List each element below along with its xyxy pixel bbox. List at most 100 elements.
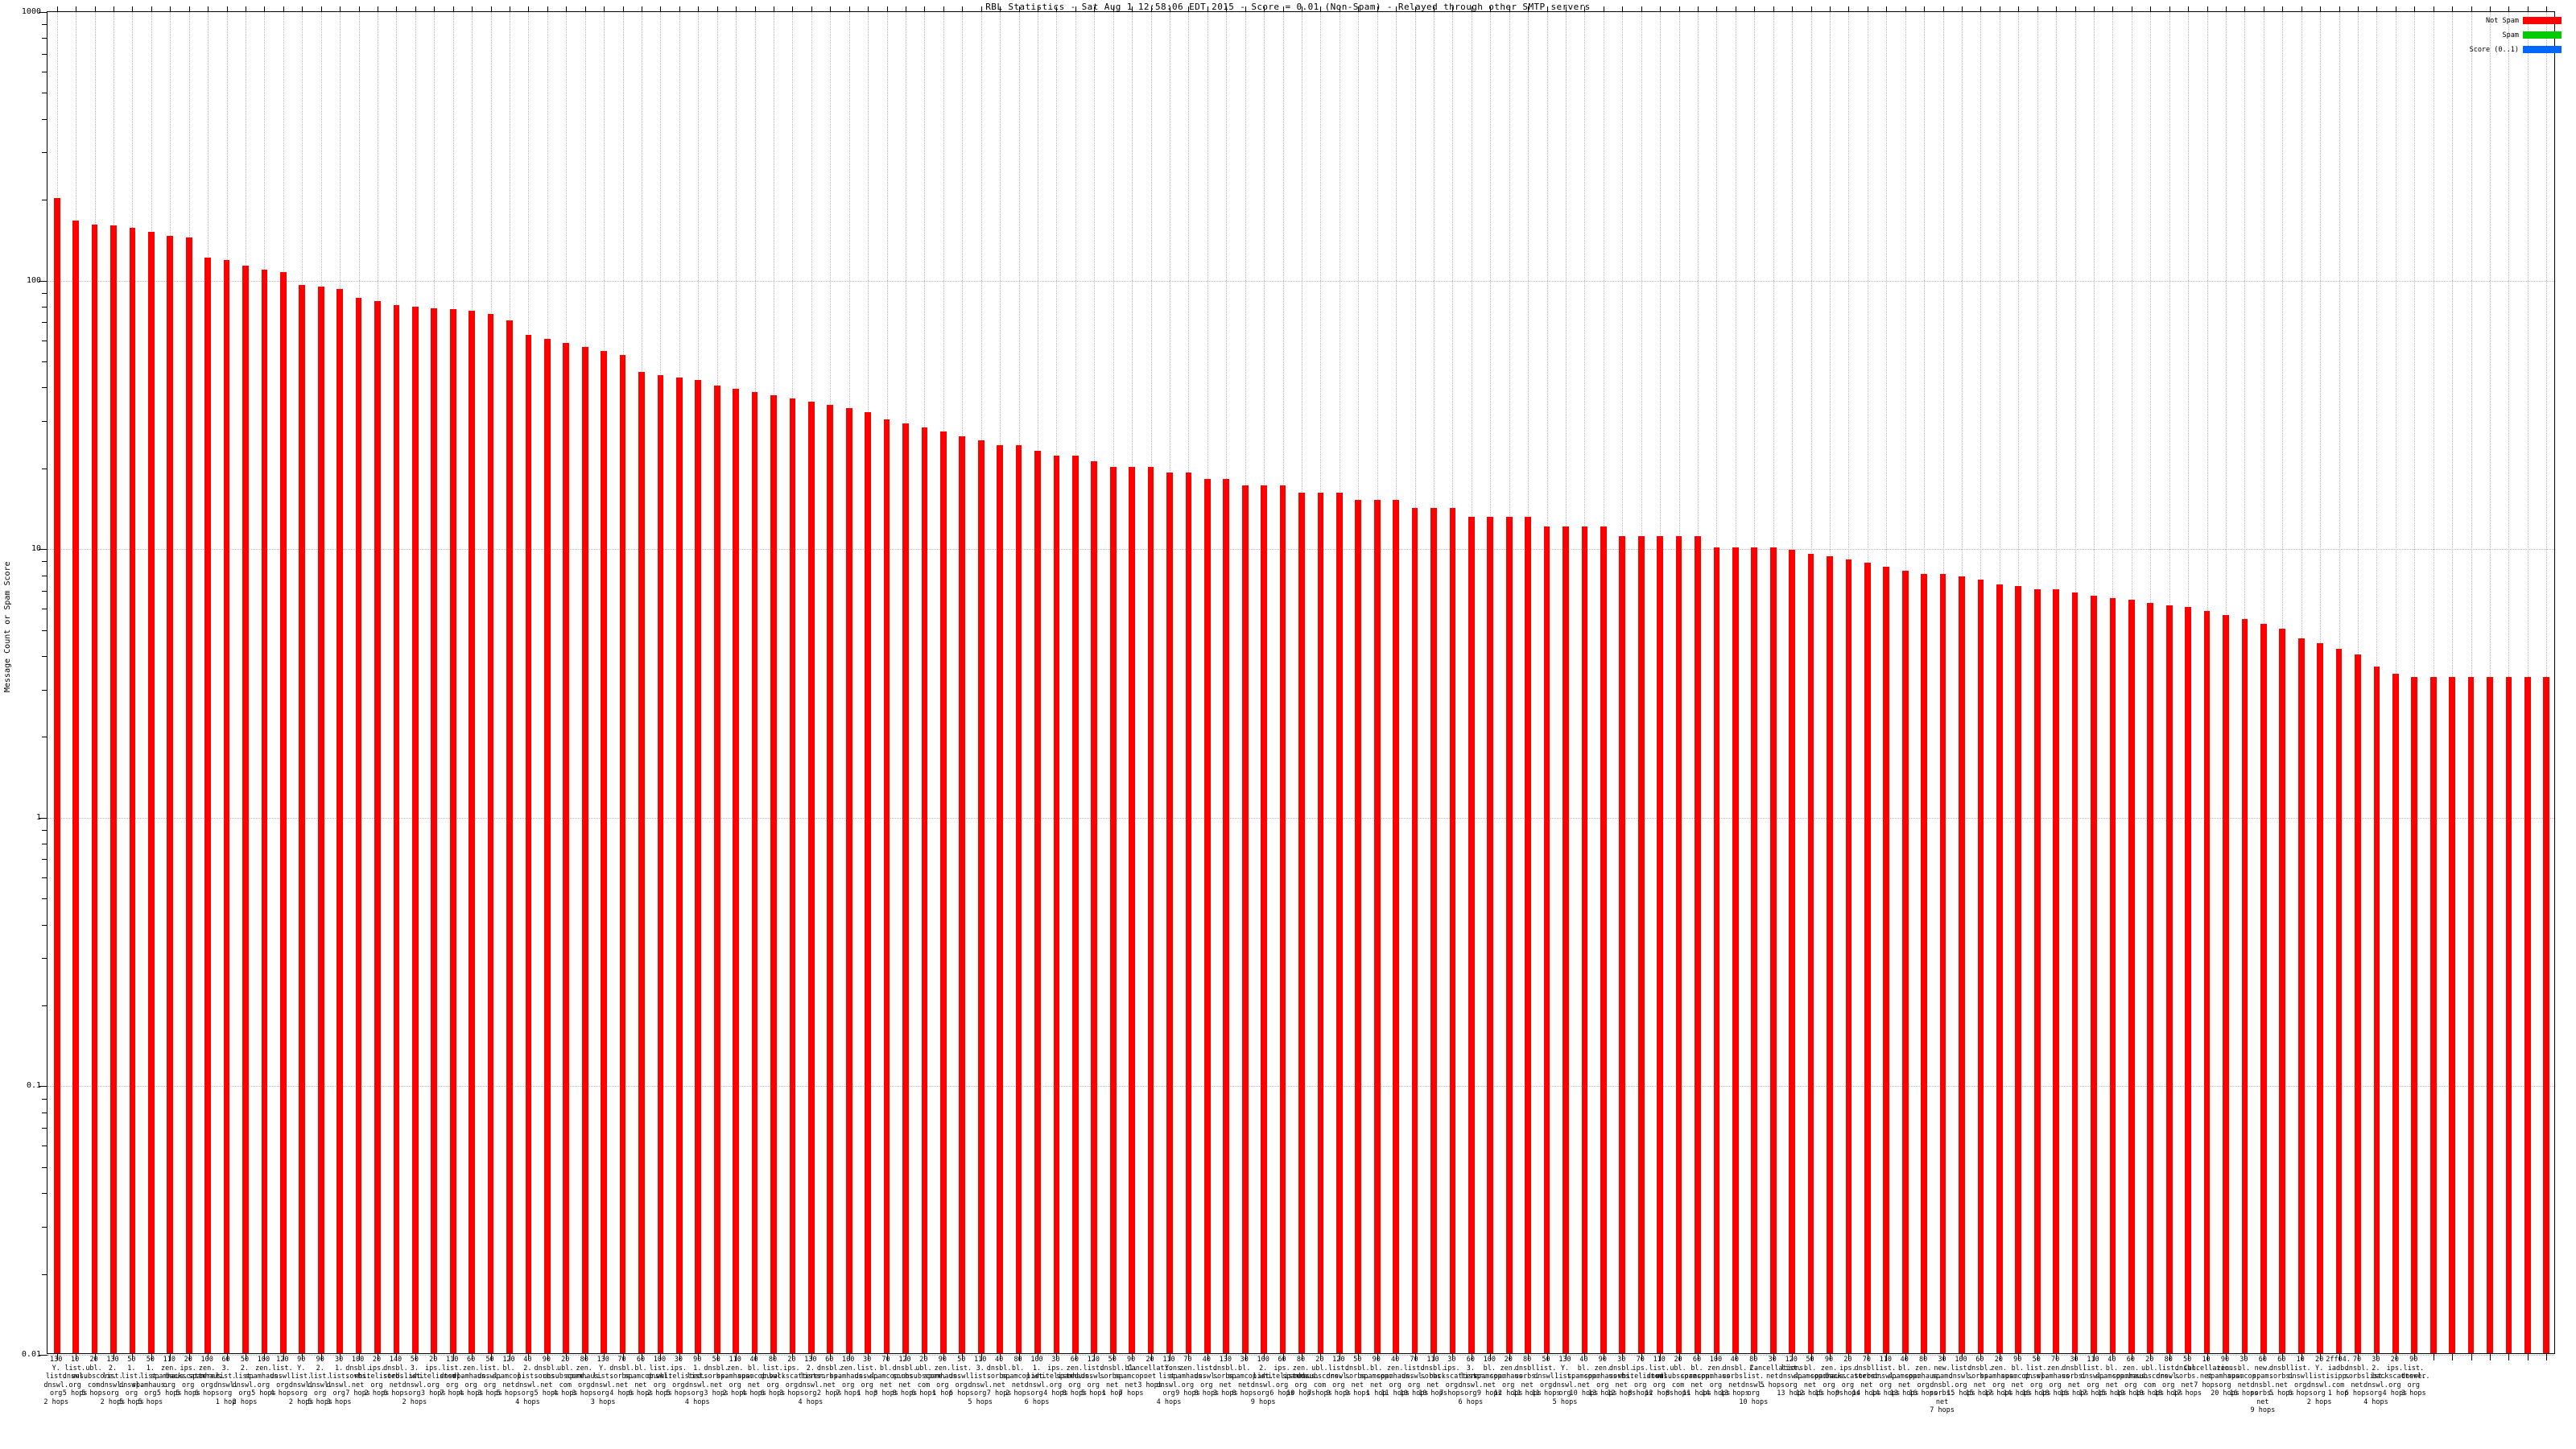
x-tick [1434, 1353, 1435, 1360]
x-tick-label: 20 ips. backscatterer. org 9 hops [1825, 1356, 1884, 1397]
x-tick-top [1358, 6, 1360, 12]
x-tick-label: 90 bl. spamcop. net 7 hops [1114, 1356, 1148, 1397]
x-tick-top [660, 6, 662, 12]
x-tick-label: 130 2. list. dnswl. org 2 hops [100, 1356, 126, 1406]
x-tick-top [1434, 6, 1435, 12]
x-tick-label: 50 1. list. spamhaus. org 5 hops [131, 1356, 169, 1406]
bar [789, 398, 796, 1353]
x-tick [2074, 1353, 2076, 1360]
x-tick-top [56, 6, 58, 12]
x-tick-label: 120 dnsbl. sorbs. net 8 hops [892, 1356, 918, 1397]
x-tick-top [1566, 6, 1567, 12]
x-tick-label: 70 list. dnswl. org 10 hops [1399, 1356, 1429, 1397]
x-tick [1018, 1353, 1020, 1360]
bar [695, 380, 702, 1353]
y-gridline [47, 1355, 2554, 1356]
x-tick [2471, 1353, 2472, 1360]
x-tick [1962, 1353, 1963, 1360]
legend-swatch [2523, 31, 2562, 39]
bar [2091, 596, 2097, 1353]
x-tick-label: 50 1. list. dnswl. org 5 hops [119, 1356, 144, 1406]
x-tick [2546, 1353, 2548, 1360]
x-tick-top [2339, 6, 2340, 12]
y-tick-label: 10 [31, 544, 41, 554]
x-tick [358, 1353, 360, 1360]
x-tick-label: 110 list. dnswl. org 14 hops [1871, 1356, 1901, 1397]
x-tick-label: 30 ips. whitelisted. org 5 hops [655, 1356, 706, 1397]
x-tick [94, 1353, 96, 1360]
x-tick [170, 1353, 171, 1360]
x-tick-label: 20 ubl. unsubscore. com 8 hops [1655, 1356, 1701, 1397]
y-tick-minor [42, 898, 47, 900]
x-tick [264, 1353, 266, 1360]
y-tick-label: 1 [35, 812, 41, 822]
x-tick-label: 80 2. list. dnswl. org 10 hops [1739, 1356, 1769, 1406]
x-tick-label: 120 list. dnswl. org 4 hops [270, 1356, 295, 1397]
bar [506, 320, 513, 1353]
y-tick-minor [42, 292, 47, 294]
x-tick [1490, 1353, 1492, 1360]
x-tick-label: 60 bl. spamcop. net 11 hops [1680, 1356, 1714, 1397]
bar [2411, 676, 2418, 1353]
bar [317, 286, 324, 1353]
bar [1505, 517, 1513, 1353]
x-tick-label: 30 2. list. dnswl. org 4 hops [2363, 1356, 2388, 1406]
bar [1317, 493, 1324, 1353]
x-tick-top [1245, 6, 1246, 12]
x-tick-top [2508, 6, 2510, 12]
bar [1789, 550, 1795, 1353]
y-tick-minor [42, 655, 47, 657]
bar [1015, 445, 1022, 1353]
x-tick [151, 1353, 152, 1360]
y-tick-minor [42, 561, 47, 563]
x-tick-top [434, 6, 436, 12]
bar [827, 404, 834, 1353]
bar [1393, 500, 1399, 1353]
x-tick-label: 20 ubl. unsubscore. com 4 hops [543, 1356, 588, 1397]
x-tick-top [547, 6, 548, 12]
bar [1563, 526, 1569, 1353]
x-tick-top [452, 6, 454, 12]
x-tick-top [472, 6, 473, 12]
x-tick-top [302, 6, 303, 12]
x-tick-label: 100 1. list. dnswl. org 6 hops [1024, 1356, 1050, 1406]
bar [2033, 588, 2041, 1353]
x-tick-label: 90 bl. spamcop. net 14 hops [2000, 1356, 2034, 1397]
bar [1449, 508, 1456, 1353]
x-tick [716, 1353, 718, 1360]
x-tick-top [1509, 6, 1510, 12]
x-tick-label: 80 bl. spamcop. net 2 hops [1001, 1356, 1035, 1397]
x-tick-label: 80 list. dnswl. org 18 hops [2153, 1356, 2183, 1397]
x-tick-label: 20 ubl. unsubscore. com 6 hops [901, 1356, 947, 1397]
bar [1166, 473, 1173, 1353]
x-tick-label: 80 zen. spamhaus. org 10 hops [1282, 1356, 1320, 1397]
x-tick-label: 30 Cancellations. net 5 hops [1749, 1356, 1808, 1389]
bar [1525, 517, 1531, 1353]
x-tick-top [2244, 6, 2246, 12]
x-tick [1546, 1353, 1548, 1360]
bar [1996, 584, 2003, 1353]
bar [2260, 623, 2267, 1353]
bar [2297, 638, 2305, 1353]
x-tick [1980, 1353, 1982, 1360]
x-tick [490, 1353, 492, 1360]
x-tick-label: 60 ips. whitelisted. org 6 hops [1259, 1356, 1309, 1397]
bar [2109, 597, 2116, 1353]
x-tick-label: 110 3. list. dnswl. org 5 hops [968, 1356, 993, 1406]
x-tick-label: 40 dnsbl. sorbs. net 7 hops [986, 1356, 1012, 1397]
x-tick-label: 90 zen. spamhaus. org 13 hops [1583, 1356, 1621, 1397]
x-tick [1641, 1353, 1642, 1360]
x-tick-top [320, 6, 322, 12]
x-tick [1358, 1353, 1360, 1360]
y-tick-minor [42, 38, 47, 39]
y-tick-minor [42, 958, 47, 960]
y-tick-minor [42, 830, 47, 832]
x-tick [415, 1353, 416, 1360]
bar [279, 272, 287, 1353]
x-tick [1226, 1353, 1228, 1360]
x-tick [434, 1353, 436, 1360]
x-tick [1622, 1353, 1624, 1360]
bar [601, 350, 607, 1353]
bar [883, 419, 890, 1353]
x-tick [1056, 1353, 1058, 1360]
